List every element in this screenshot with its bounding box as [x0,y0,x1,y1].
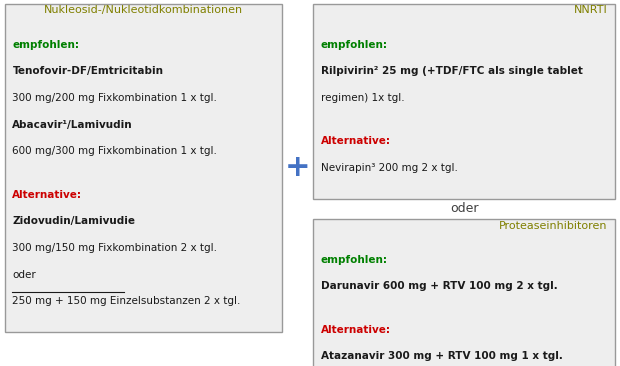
Text: 250 mg + 150 mg Einzelsubstanzen 2 x tgl.: 250 mg + 150 mg Einzelsubstanzen 2 x tgl… [12,296,241,306]
Text: Tenofovir-DF/Emtricitabin: Tenofovir-DF/Emtricitabin [12,66,164,76]
Text: 600 mg/300 mg Fixkombination 1 x tgl.: 600 mg/300 mg Fixkombination 1 x tgl. [12,146,217,156]
Text: empfohlen:: empfohlen: [321,40,388,49]
Text: Proteaseinhibitoren: Proteaseinhibitoren [499,221,608,231]
Text: Nukleosid-/Nukleotidkombinationen: Nukleosid-/Nukleotidkombinationen [44,5,243,15]
Text: Nevirapin³ 200 mg 2 x tgl.: Nevirapin³ 200 mg 2 x tgl. [321,163,458,173]
Bar [313,219,615,366]
Text: empfohlen:: empfohlen: [12,40,79,49]
Text: Alternative:: Alternative: [12,190,82,199]
Text: regimen) 1x tgl.: regimen) 1x tgl. [321,93,404,103]
Text: NNRTI: NNRTI [574,5,608,15]
Text: oder: oder [450,202,478,215]
Text: empfohlen:: empfohlen: [321,255,388,265]
Text: 300 mg/150 mg Fixkombination 2 x tgl.: 300 mg/150 mg Fixkombination 2 x tgl. [12,243,218,253]
Text: +: + [285,153,311,183]
Text: Alternative:: Alternative: [321,325,391,335]
Bar [5,4,282,332]
Text: Atazanavir 300 mg + RTV 100 mg 1 x tgl.: Atazanavir 300 mg + RTV 100 mg 1 x tgl. [321,351,562,361]
Bar [313,4,615,199]
Text: Abacavir¹/Lamivudin: Abacavir¹/Lamivudin [12,120,133,130]
Text: Darunavir 600 mg + RTV 100 mg 2 x tgl.: Darunavir 600 mg + RTV 100 mg 2 x tgl. [321,281,557,291]
Text: oder: oder [12,270,36,280]
Text: Zidovudin/Lamivudie: Zidovudin/Lamivudie [12,216,135,226]
Text: Rilpivirin² 25 mg (+TDF/FTC als single tablet: Rilpivirin² 25 mg (+TDF/FTC als single t… [321,66,582,76]
Text: 300 mg/200 mg Fixkombination 1 x tgl.: 300 mg/200 mg Fixkombination 1 x tgl. [12,93,217,103]
Text: Alternative:: Alternative: [321,136,391,146]
